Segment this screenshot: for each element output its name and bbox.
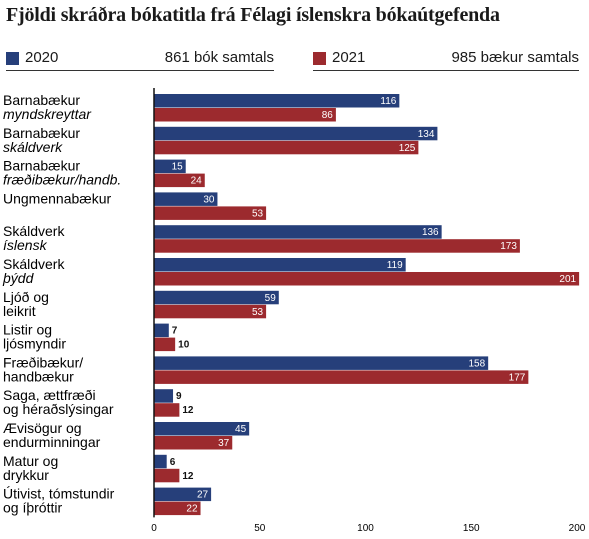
category-label: Útivist, tómstundir <box>3 486 115 502</box>
data-label: 201 <box>559 274 576 285</box>
bar-2020 <box>154 323 169 338</box>
legend-rule-2020 <box>6 70 274 71</box>
bar-2021 <box>154 403 180 417</box>
data-label: 7 <box>172 326 178 337</box>
category-sublabel: fræðibækur/handb. <box>3 172 121 188</box>
legend-swatch-2020 <box>6 52 19 65</box>
data-label: 136 <box>422 227 439 238</box>
legend-swatch-2021 <box>313 52 326 65</box>
category-label: Barnabækur <box>3 125 80 141</box>
legend-rule-2021 <box>313 70 579 71</box>
x-tick-label: 150 <box>463 523 480 534</box>
bar-2020 <box>154 422 250 436</box>
category-sublabel: þýdd <box>2 270 35 286</box>
bar-2020 <box>154 454 167 469</box>
data-label: 116 <box>380 96 396 107</box>
bar-2021 <box>154 272 580 286</box>
bar-2021 <box>154 501 201 516</box>
bar-2021 <box>154 436 233 450</box>
bar-2021 <box>154 337 176 352</box>
data-label: 10 <box>178 340 190 351</box>
bar-2020 <box>154 487 212 502</box>
data-label: 27 <box>197 490 209 501</box>
category-label: Skáldverk <box>3 223 65 239</box>
category-sublabel: íslensk <box>3 237 48 253</box>
category-sublabel: og íþróttir <box>3 500 62 516</box>
data-label: 86 <box>322 110 334 121</box>
category-sublabel: endurminningar <box>3 434 101 450</box>
data-label: 6 <box>170 457 176 468</box>
data-label: 53 <box>252 307 264 318</box>
x-tick-label: 100 <box>357 523 374 534</box>
bar-2021 <box>154 239 520 253</box>
data-label: 119 <box>387 260 403 271</box>
data-label: 53 <box>252 208 264 219</box>
bar-2021 <box>154 468 180 483</box>
data-label: 59 <box>265 293 277 304</box>
bar-2020 <box>154 356 489 370</box>
bar-2020 <box>154 258 406 272</box>
legend-label-2020: 2020 <box>25 49 59 66</box>
category-sublabel: myndskreyttar <box>3 106 92 122</box>
category-label: Barnabækur <box>3 92 80 108</box>
legend-2020: 2020 861 bók samtals <box>6 48 274 71</box>
category-sublabel: ljósmyndir <box>3 336 66 352</box>
bar-2020 <box>154 290 279 305</box>
legend-2021: 2021 985 bækur samtals <box>313 48 579 71</box>
data-label: 12 <box>182 405 194 416</box>
bar-2020 <box>154 192 218 206</box>
category-label: Skáldverk <box>3 256 65 272</box>
bar-2021 <box>154 108 336 122</box>
data-label: 134 <box>418 129 435 140</box>
chart-title: Fjöldi skráðra bókatitla frá Félagi ísle… <box>6 4 500 26</box>
category-label: Listir og <box>3 322 52 338</box>
category-label: Saga, ættfræði <box>3 387 96 403</box>
bar-2021 <box>154 304 267 319</box>
bar-2020 <box>154 126 438 141</box>
category-sublabel: skáldverk <box>3 139 63 155</box>
data-label: 173 <box>500 241 517 252</box>
data-label: 45 <box>235 424 247 435</box>
legend-label-2021: 2021 <box>332 49 366 66</box>
category-label: Ljóð og <box>3 289 49 305</box>
category-label: Barnabækur <box>3 158 80 174</box>
data-label: 125 <box>399 143 416 154</box>
bar-2020 <box>154 389 174 403</box>
data-label: 37 <box>218 438 230 449</box>
bar-2020 <box>154 225 442 239</box>
bar-2020 <box>154 159 186 174</box>
bar-2020 <box>154 94 400 108</box>
legend-total-2021: 985 bækur samtals <box>451 49 579 66</box>
bar-2021 <box>154 206 267 220</box>
bar-2021 <box>154 370 529 384</box>
x-tick-label: 200 <box>569 523 586 534</box>
data-label: 24 <box>191 176 203 187</box>
data-label: 177 <box>509 372 526 383</box>
data-label: 12 <box>182 471 194 482</box>
data-label: 158 <box>468 358 485 369</box>
category-sublabel: leikrit <box>3 303 36 319</box>
category-sublabel: handbækur <box>3 368 74 384</box>
bar-2021 <box>154 173 205 188</box>
data-label: 22 <box>186 504 198 515</box>
bar-2021 <box>154 140 419 155</box>
category-sublabel: drykkur <box>3 467 49 483</box>
legend-total-2020: 861 bók samtals <box>164 49 274 66</box>
category-label: Fræðibækur/ <box>3 354 83 370</box>
x-tick-label: 0 <box>151 523 157 534</box>
category-label: Ungmennabækur <box>3 190 112 206</box>
x-tick-label: 50 <box>254 523 266 534</box>
data-label: 30 <box>203 194 215 205</box>
category-label: Ævisögur og <box>3 420 82 436</box>
data-label: 15 <box>172 162 184 173</box>
data-label: 9 <box>176 391 182 402</box>
category-sublabel: og héraðslýsingar <box>3 401 114 417</box>
category-label: Matur og <box>3 453 58 469</box>
